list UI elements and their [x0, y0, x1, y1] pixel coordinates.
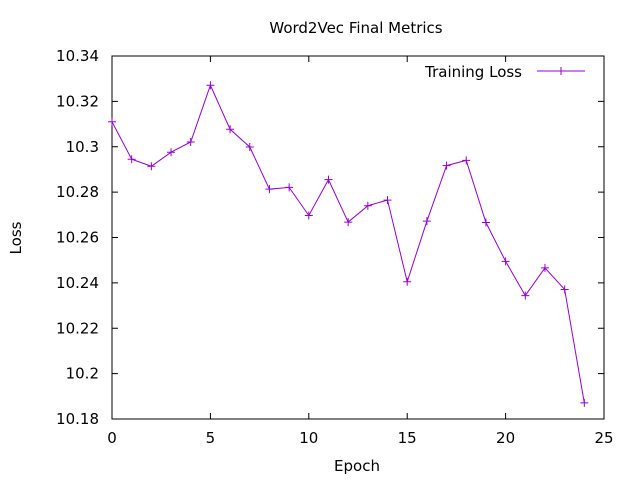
- data-point-marker: [481, 218, 490, 227]
- data-point-marker: [580, 398, 589, 407]
- data-point-marker: [344, 218, 353, 227]
- data-point-marker: [108, 117, 116, 126]
- legend-marker-sample: [557, 67, 565, 75]
- data-point-marker: [462, 156, 471, 165]
- data-point-marker: [442, 161, 451, 170]
- data-point-marker: [226, 125, 235, 134]
- y-tick-label: 10.32: [56, 92, 99, 110]
- x-tick-label: 20: [496, 429, 515, 447]
- x-axis-title: Epoch: [334, 457, 380, 475]
- y-tick-label: 10.28: [56, 183, 99, 201]
- data-point-marker: [501, 257, 510, 266]
- data-point-marker: [186, 137, 195, 146]
- y-tick-label: 10.26: [56, 229, 99, 247]
- data-point-marker: [540, 263, 549, 272]
- data-point-marker: [265, 185, 274, 194]
- data-point-marker: [206, 81, 215, 90]
- data-point-marker: [285, 183, 294, 192]
- y-tick-label: 10.3: [66, 138, 99, 156]
- data-point-marker: [422, 217, 431, 226]
- x-tick-label: 0: [107, 429, 117, 447]
- y-tick-label: 10.2: [66, 365, 99, 383]
- chart-title: Word2Vec Final Metrics: [269, 19, 442, 37]
- data-point-marker: [521, 291, 530, 300]
- y-tick-label: 10.22: [56, 319, 99, 337]
- data-point-marker: [304, 211, 313, 220]
- y-tick-label: 10.18: [56, 410, 99, 428]
- data-point-marker: [403, 277, 412, 286]
- y-tick-label: 10.34: [56, 47, 99, 65]
- data-point-marker: [324, 175, 333, 184]
- legend-label-training-loss: Training Loss: [424, 63, 522, 81]
- x-tick-label: 15: [398, 429, 417, 447]
- x-tick-label: 5: [206, 429, 216, 447]
- data-point-marker: [363, 201, 372, 210]
- data-point-marker: [167, 148, 176, 157]
- y-tick-label: 10.24: [56, 274, 99, 292]
- plot-area: [108, 81, 589, 407]
- axes-group: 0 5 10 15 20 25 10.18 10.2 10.22 10.24 10.26 10.28 1…: [56, 47, 614, 447]
- data-point-marker: [147, 162, 156, 171]
- legend: Training Loss: [424, 63, 585, 81]
- y-axis-title: Loss: [7, 221, 25, 254]
- data-point-marker: [560, 285, 569, 294]
- data-point-marker: [245, 142, 254, 151]
- x-tick-label: 25: [594, 429, 613, 447]
- data-point-marker: [127, 155, 136, 164]
- data-point-marker: [383, 196, 392, 205]
- x-tick-label: 10: [299, 429, 318, 447]
